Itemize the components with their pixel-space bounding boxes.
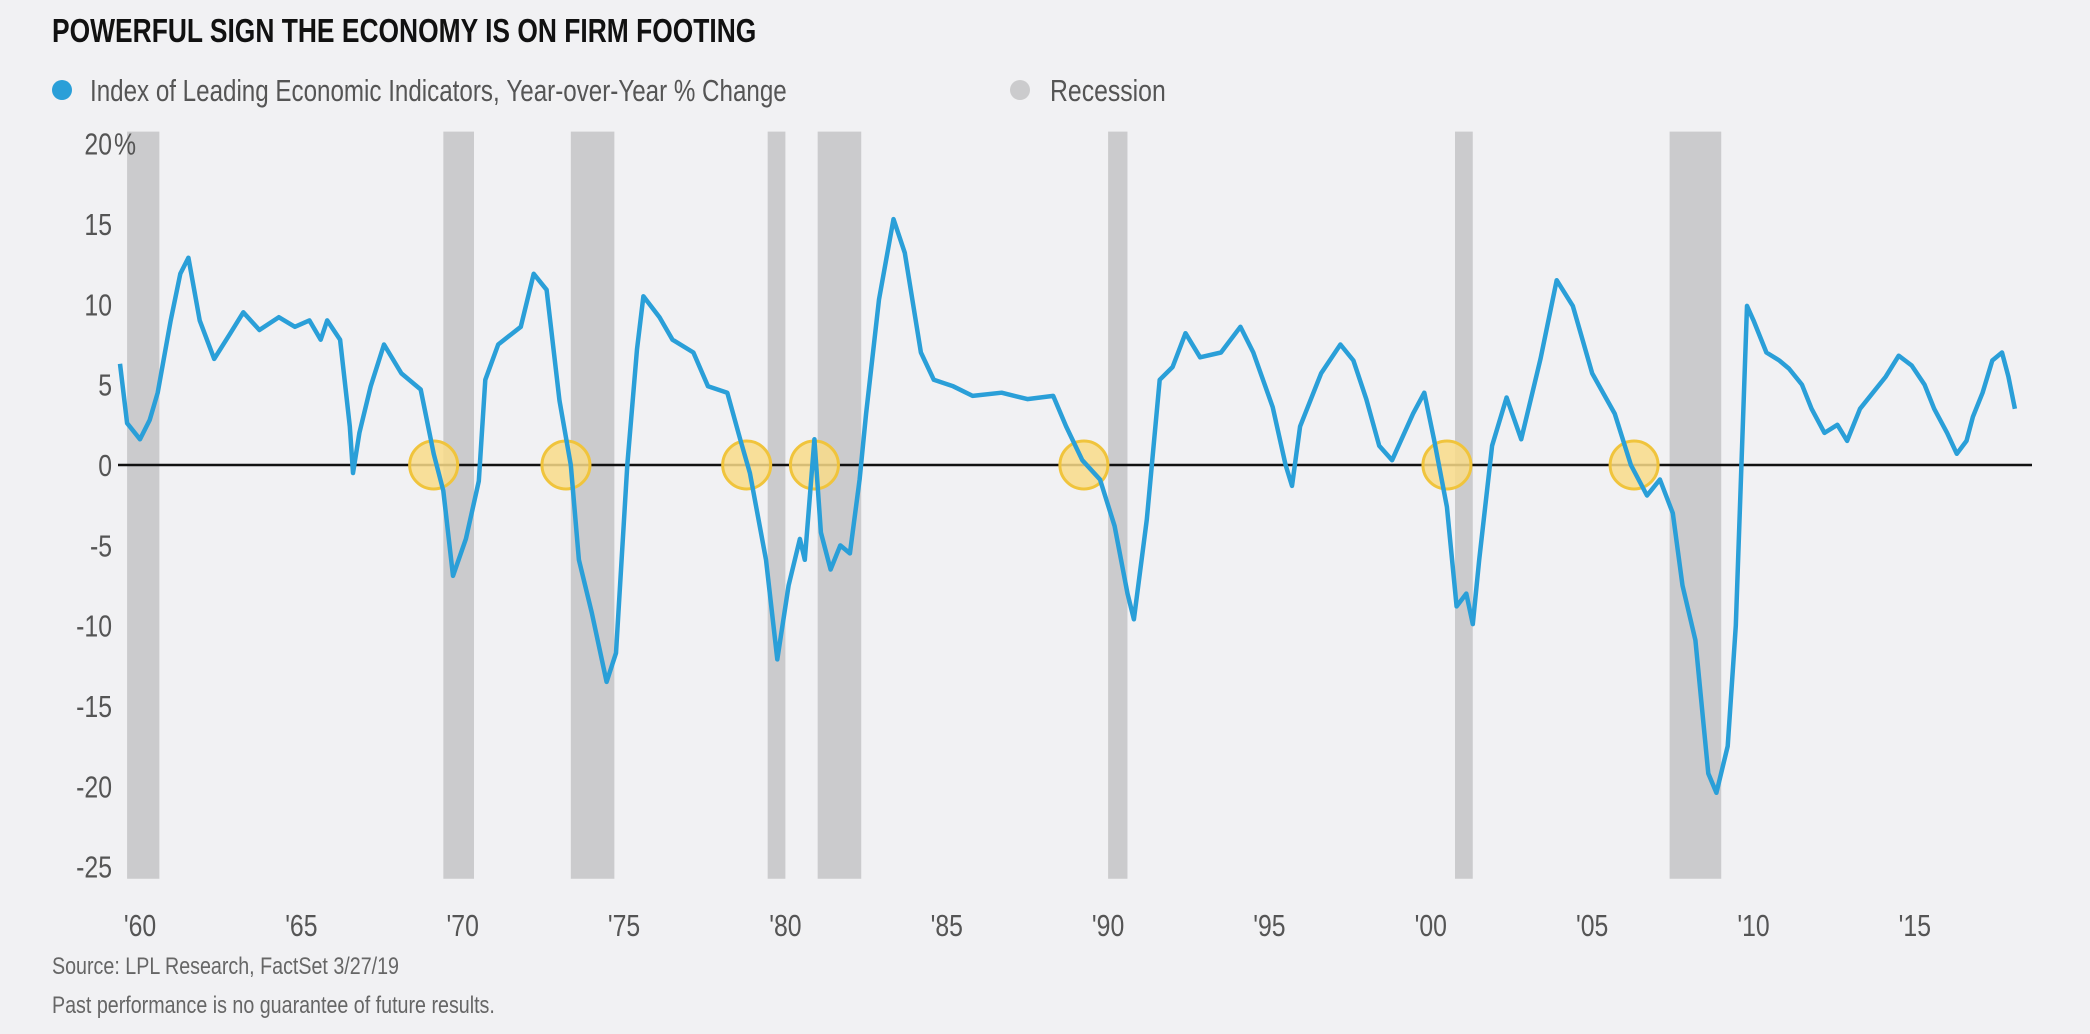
x-tick-label: '95 (1253, 908, 1285, 942)
zero-crossing-marker (408, 439, 460, 491)
recession-band (570, 131, 615, 879)
x-tick-label: '15 (1899, 908, 1931, 942)
x-tick-label: '65 (285, 908, 317, 942)
recession-bands (127, 131, 1722, 879)
legend-series-label-main: Index of Leading Economic Indicators, (90, 73, 500, 108)
x-tick-label: '05 (1576, 908, 1608, 942)
recession-band (767, 131, 786, 879)
y-tick-label: -5 (90, 529, 112, 563)
y-tick-label: 10 (84, 288, 112, 322)
recession-band (1455, 131, 1473, 879)
x-axis: '60 '65 '70 '75 '80 '85 '90 '95 '00 '05 '10 '15 (124, 908, 1931, 942)
x-tick-label: '10 (1737, 908, 1769, 942)
recession-band (1669, 131, 1722, 879)
legend-series-label-sub: Year-over-Year % Change (506, 73, 786, 108)
legend-recession-label: Recession (1050, 73, 1166, 107)
y-tick-label: -10 (76, 609, 112, 643)
y-tick-label: -15 (76, 689, 112, 723)
series-line (117, 216, 2018, 796)
zero-crossing-marker (1608, 439, 1660, 491)
legend-recession-marker (1010, 80, 1030, 100)
legend: Index of Leading Economic Indicators, Ye… (52, 73, 1166, 108)
legend-series-marker (52, 80, 72, 100)
x-tick-label: '85 (931, 908, 963, 942)
x-tick-label: '90 (1092, 908, 1124, 942)
y-tick-label: -25 (76, 850, 112, 884)
y-tick-label: 20 (84, 127, 112, 161)
source-note: Source: LPL Research, FactSet 3/27/19 (52, 952, 399, 979)
x-tick-label: '70 (447, 908, 479, 942)
chart-title: POWERFUL SIGN THE ECONOMY IS ON FIRM FOO… (52, 13, 756, 49)
recession-band (1108, 131, 1128, 879)
x-tick-label: '00 (1415, 908, 1447, 942)
x-tick-label: '80 (769, 908, 801, 942)
recession-band (127, 131, 160, 879)
recession-band (443, 131, 474, 879)
y-tick-label: -20 (76, 770, 112, 804)
disclaimer: Past performance is no guarantee of futu… (52, 991, 495, 1018)
y-axis: 20 % 15 10 5 0 -5 -10 -15 -20 -25 (76, 127, 136, 884)
y-unit-label: % (114, 127, 136, 161)
zero-crossing-marker (1421, 439, 1473, 491)
y-tick-label: 15 (84, 207, 112, 241)
x-tick-label: '60 (124, 908, 156, 942)
y-tick-label: 5 (98, 368, 112, 402)
legend-series-label: Index of Leading Economic Indicators, Ye… (90, 73, 787, 108)
x-tick-label: '75 (608, 908, 640, 942)
y-tick-label: 0 (98, 448, 112, 482)
